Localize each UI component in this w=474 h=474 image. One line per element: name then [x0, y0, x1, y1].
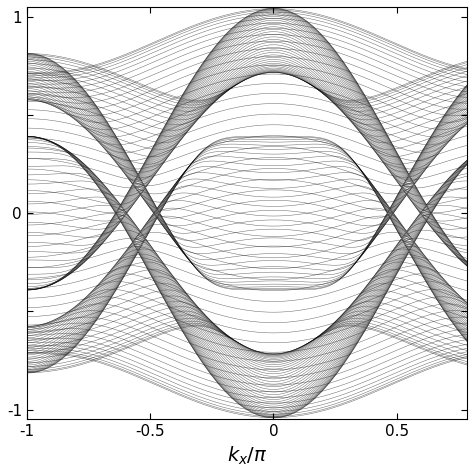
X-axis label: $k_x/\pi$: $k_x/\pi$ — [227, 445, 267, 467]
